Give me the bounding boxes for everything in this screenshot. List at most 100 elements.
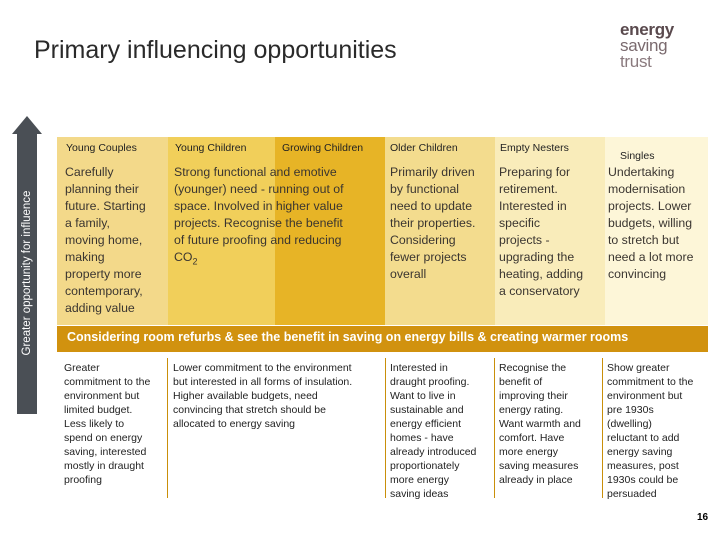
upper-older-children: Primarily driven by functional need to u… (390, 164, 496, 283)
text-line: already introduced (390, 446, 477, 458)
text-line: their properties. (390, 216, 476, 230)
text-line: Lower commitment to the environment (173, 362, 352, 374)
text-line: property more (65, 267, 142, 281)
upper-young-couples: Carefully planning their future. Startin… (65, 164, 169, 317)
page-title: Primary influencing opportunities (34, 36, 397, 64)
upper-young-and-growing-children: Strong functional and emotive (younger) … (174, 164, 384, 270)
text-line: a conservatory (499, 284, 580, 298)
logo-line-saving: saving (620, 36, 668, 55)
text-line: Recognise the (499, 362, 567, 374)
banner-text: Considering room refurbs & see the benef… (67, 330, 629, 344)
text-line: fewer projects (390, 250, 467, 264)
text-line: measures, post (607, 460, 679, 472)
text-line: saving ideas (390, 488, 449, 500)
text-line: contemporary, (65, 284, 143, 298)
text-line: commitment to the (607, 376, 694, 388)
lower-young-couples: Greater commitment to the environment bu… (64, 361, 168, 487)
text-line: modernisation (608, 182, 686, 196)
text-line: spend on energy (64, 432, 143, 444)
header-older-children: Older Children (390, 142, 458, 154)
text-line: Primarily driven (390, 165, 475, 179)
text-line: Interested in (390, 362, 448, 374)
column-divider (602, 358, 603, 498)
text-line: draught proofing. (390, 376, 470, 388)
axis-label: Greater opportunity for influence (21, 190, 33, 356)
text-line: need to update (390, 199, 473, 213)
lower-older-children: Interested in draught proofing. Want to … (390, 361, 494, 501)
text-line: adding value (65, 301, 135, 315)
text-line: of future proofing and reducing (174, 233, 342, 247)
text-line: projects. Recognise the benefit (174, 216, 343, 230)
text-line: Want warmth and (499, 418, 581, 430)
text-line: energy efficient (390, 418, 462, 430)
text-line: environment but (607, 390, 683, 402)
column-divider (385, 358, 386, 498)
header-growing-children: Growing Children (282, 142, 364, 154)
text-line: more energy (390, 474, 449, 486)
text-line: convincing (608, 267, 667, 281)
text-line: Higher available budgets, need (173, 390, 318, 402)
text-line: proofing (64, 474, 102, 486)
column-divider (167, 358, 168, 498)
text-line: projects - (499, 233, 550, 247)
energy-saving-trust-logo: energy saving trust (620, 20, 700, 71)
text-line: by functional (390, 182, 460, 196)
text-line: a family, (65, 216, 110, 230)
band-empty-nesters (495, 137, 605, 325)
influence-axis (17, 132, 37, 414)
text-line: Undertaking (608, 165, 675, 179)
text-line: Preparing for (499, 165, 571, 179)
text-line: already in place (499, 474, 573, 486)
text-line: pre 1930s (607, 404, 654, 416)
text-line-co2: CO2 (174, 249, 384, 270)
text-line: Greater (64, 362, 100, 374)
text-line: persuaded (607, 488, 657, 500)
band-growing-children (275, 137, 385, 325)
upper-singles: Undertaking modernisation projects. Lowe… (608, 164, 708, 283)
lower-young-and-growing-children: Lower commitment to the environment but … (173, 361, 385, 431)
co2-text: CO (174, 250, 193, 264)
text-line: Show greater (607, 362, 670, 374)
band-young-children (168, 137, 275, 325)
text-line: heating, adding (499, 267, 584, 281)
text-line: commitment to the (64, 376, 151, 388)
text-line: upgrading the (499, 250, 575, 264)
band-singles (605, 137, 708, 325)
text-line: 1930s could be (607, 474, 679, 486)
text-line: saving, interested (64, 446, 147, 458)
column-divider (494, 358, 495, 498)
text-line: convincing that stretch should be (173, 404, 326, 416)
axis-arrow-icon (12, 116, 42, 134)
text-line: benefit of (499, 376, 543, 388)
text-line: saving measures (499, 460, 579, 472)
text-line: limited budget. (64, 404, 133, 416)
text-line: need a lot more (608, 250, 694, 264)
text-line: but interested in all forms of insulatio… (173, 376, 353, 388)
upper-empty-nesters: Preparing for retirement. Interested in … (499, 164, 605, 300)
text-line: mostly in draught (64, 460, 144, 472)
text-line: Less likely to (64, 418, 125, 430)
text-line: retirement. (499, 182, 558, 196)
text-line: comfort. Have (499, 432, 565, 444)
text-line: Want to live in (390, 390, 456, 402)
text-line: specific (499, 216, 541, 230)
text-line: future. Starting (65, 199, 146, 213)
text-line: (younger) need - running out of (174, 182, 344, 196)
text-line: Considering (390, 233, 456, 247)
logo-line-trust: trust (620, 52, 652, 71)
text-line: energy saving (607, 446, 673, 458)
band-older-children (385, 137, 495, 325)
text-line: to stretch but (608, 233, 680, 247)
text-line: homes - have (390, 432, 454, 444)
band-young-couples (57, 137, 168, 325)
text-line: Strong functional and emotive (174, 165, 337, 179)
refurb-banner: Considering room refurbs & see the benef… (57, 326, 708, 352)
text-line: moving home, (65, 233, 143, 247)
text-line: projects. Lower (608, 199, 692, 213)
text-line: reluctant to add (607, 432, 680, 444)
text-line: energy rating. (499, 404, 564, 416)
logo-line-energy: energy (620, 20, 674, 39)
text-line: Carefully (65, 165, 114, 179)
text-line: more energy (499, 446, 558, 458)
page-number: 16 (697, 512, 709, 523)
